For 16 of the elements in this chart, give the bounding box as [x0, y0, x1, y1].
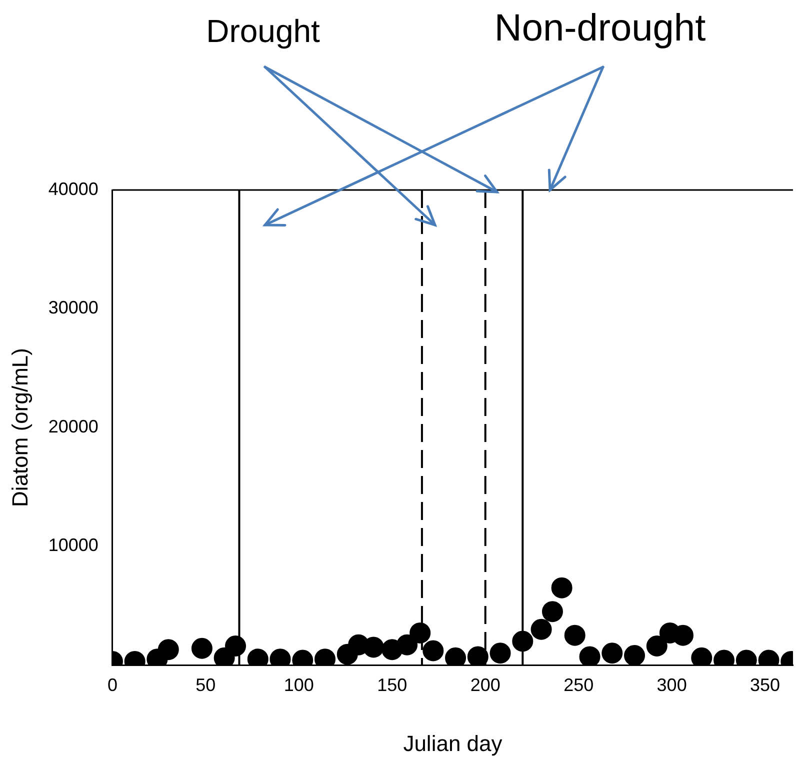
- x-tick-label: 100: [284, 674, 314, 695]
- y-tick-label: 40000: [48, 178, 98, 199]
- text: Non-drought: [494, 7, 706, 50]
- y-tick-label: 30000: [48, 298, 98, 318]
- x-tick-label: 200: [470, 674, 500, 695]
- x-tick-label: 300: [656, 674, 687, 695]
- x-tick-label: 50: [196, 674, 216, 695]
- y-tick-label: 10000: [48, 535, 98, 556]
- x-tick-label: 350: [750, 674, 780, 695]
- y-tick-label: 20000: [48, 416, 98, 436]
- y-axis-title: Diatom (org/mL): [7, 348, 32, 507]
- x-tick-label: 150: [377, 674, 408, 695]
- text: Drought: [206, 12, 320, 49]
- x-tick-label: 0: [107, 674, 118, 695]
- x-axis-title: Julian day: [403, 730, 502, 756]
- x-tick-label: 250: [564, 674, 594, 695]
